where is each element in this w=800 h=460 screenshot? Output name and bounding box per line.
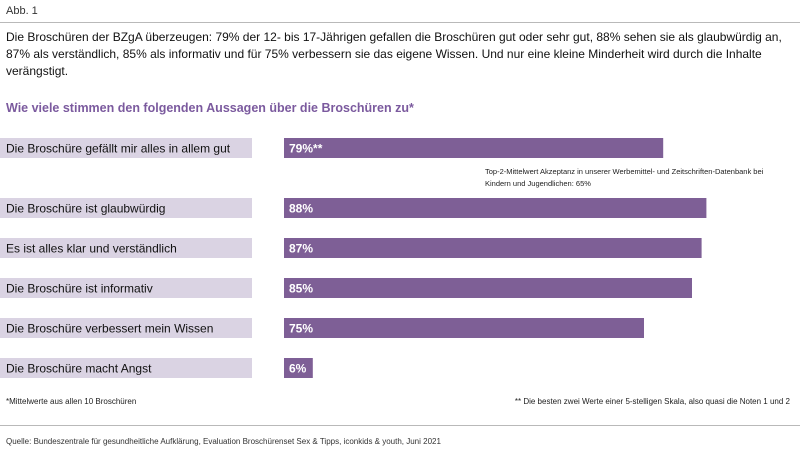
value-label: 87%	[289, 242, 313, 256]
category-label-bg	[0, 198, 252, 218]
category-label: Die Broschüre ist informativ	[6, 282, 153, 296]
chart-question: Wie viele stimmen den folgenden Aussagen…	[6, 101, 414, 115]
top-divider	[0, 22, 800, 23]
value-label: 85%	[289, 282, 313, 296]
intro-text: Die Broschüren der BZgA überzeugen: 79% …	[6, 30, 782, 78]
figure-label: Abb. 1	[6, 5, 38, 17]
category-label: Die Broschüre ist glaubwürdig	[6, 202, 165, 216]
category-label: Die Broschüre gefällt mir alles in allem…	[6, 142, 231, 156]
footnote-mean: *Mittelwerte aus allen 10 Broschüren	[6, 397, 137, 406]
category-label-bg	[0, 278, 252, 298]
footnote-top2: ** Die besten zwei Werte einer 5-stellig…	[514, 397, 790, 406]
category-label: Es ist alles klar und verständlich	[6, 242, 177, 256]
top2-benchmark-note: Top-2-Mittelwert Akzeptanz in unserer We…	[485, 167, 764, 188]
bar	[284, 198, 707, 218]
bar	[284, 238, 702, 258]
bar	[284, 278, 692, 298]
category-label-bg	[0, 238, 252, 258]
bar	[284, 318, 644, 338]
bar	[284, 138, 664, 158]
category-label: Die Broschüre macht Angst	[6, 362, 152, 376]
bottom-divider	[0, 425, 800, 426]
category-label-bg	[0, 138, 252, 158]
value-label: 75%	[289, 322, 313, 336]
value-label: 6%	[289, 362, 307, 376]
bar	[284, 358, 313, 378]
category-label: Die Broschüre verbessert mein Wissen	[6, 322, 213, 336]
category-label-bg	[0, 358, 252, 378]
value-label: 79%**	[289, 142, 323, 156]
source-note: Quelle: Bundeszentrale für gesundheitlic…	[6, 437, 441, 446]
value-label: 88%	[289, 202, 313, 216]
category-label-bg	[0, 318, 252, 338]
